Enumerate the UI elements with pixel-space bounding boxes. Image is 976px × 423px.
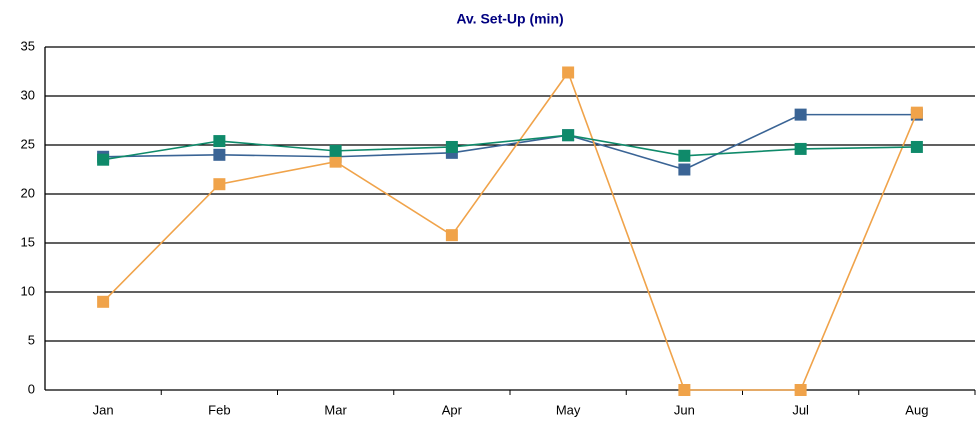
point-marker <box>794 142 807 155</box>
point-marker <box>329 144 342 157</box>
series-line <box>102 70 918 391</box>
point-marker <box>97 295 110 308</box>
y-tick-label: 0 <box>28 381 35 396</box>
x-tick-label: Jun <box>674 402 695 417</box>
x-tick-label: Aug <box>905 402 928 417</box>
point-marker <box>794 384 807 396</box>
y-tick-label: 5 <box>28 332 35 347</box>
point-marker <box>562 129 575 142</box>
point-marker <box>794 108 807 121</box>
point-marker <box>678 163 691 176</box>
y-tick-label: 25 <box>21 136 35 151</box>
point-marker <box>97 153 110 166</box>
x-tick-label: May <box>556 402 581 417</box>
point-marker <box>445 140 458 153</box>
y-tick-label: 30 <box>21 87 35 102</box>
x-tick-label: Mar <box>324 402 347 417</box>
point-marker <box>910 140 923 153</box>
series-line <box>103 113 917 171</box>
x-tick-label: Apr <box>442 402 463 417</box>
point-marker <box>213 148 226 161</box>
x-tick-label: Jan <box>93 402 114 417</box>
y-tick-label: 35 <box>21 38 35 53</box>
point-marker <box>678 384 691 396</box>
point-marker <box>213 178 226 191</box>
point-marker <box>678 149 691 162</box>
point-marker <box>213 135 226 148</box>
y-tick-label: 20 <box>21 185 35 200</box>
point-marker <box>445 229 458 242</box>
point-marker <box>562 66 575 79</box>
point-marker <box>329 155 342 168</box>
y-tick-label: 10 <box>21 283 35 298</box>
x-tick-label: Jul <box>792 402 809 417</box>
y-tick-label: 15 <box>21 234 35 249</box>
chart-title: Av. Set-Up (min) <box>456 11 563 27</box>
point-marker <box>910 106 923 119</box>
series-line <box>102 134 917 161</box>
x-tick-label: Feb <box>208 402 230 417</box>
